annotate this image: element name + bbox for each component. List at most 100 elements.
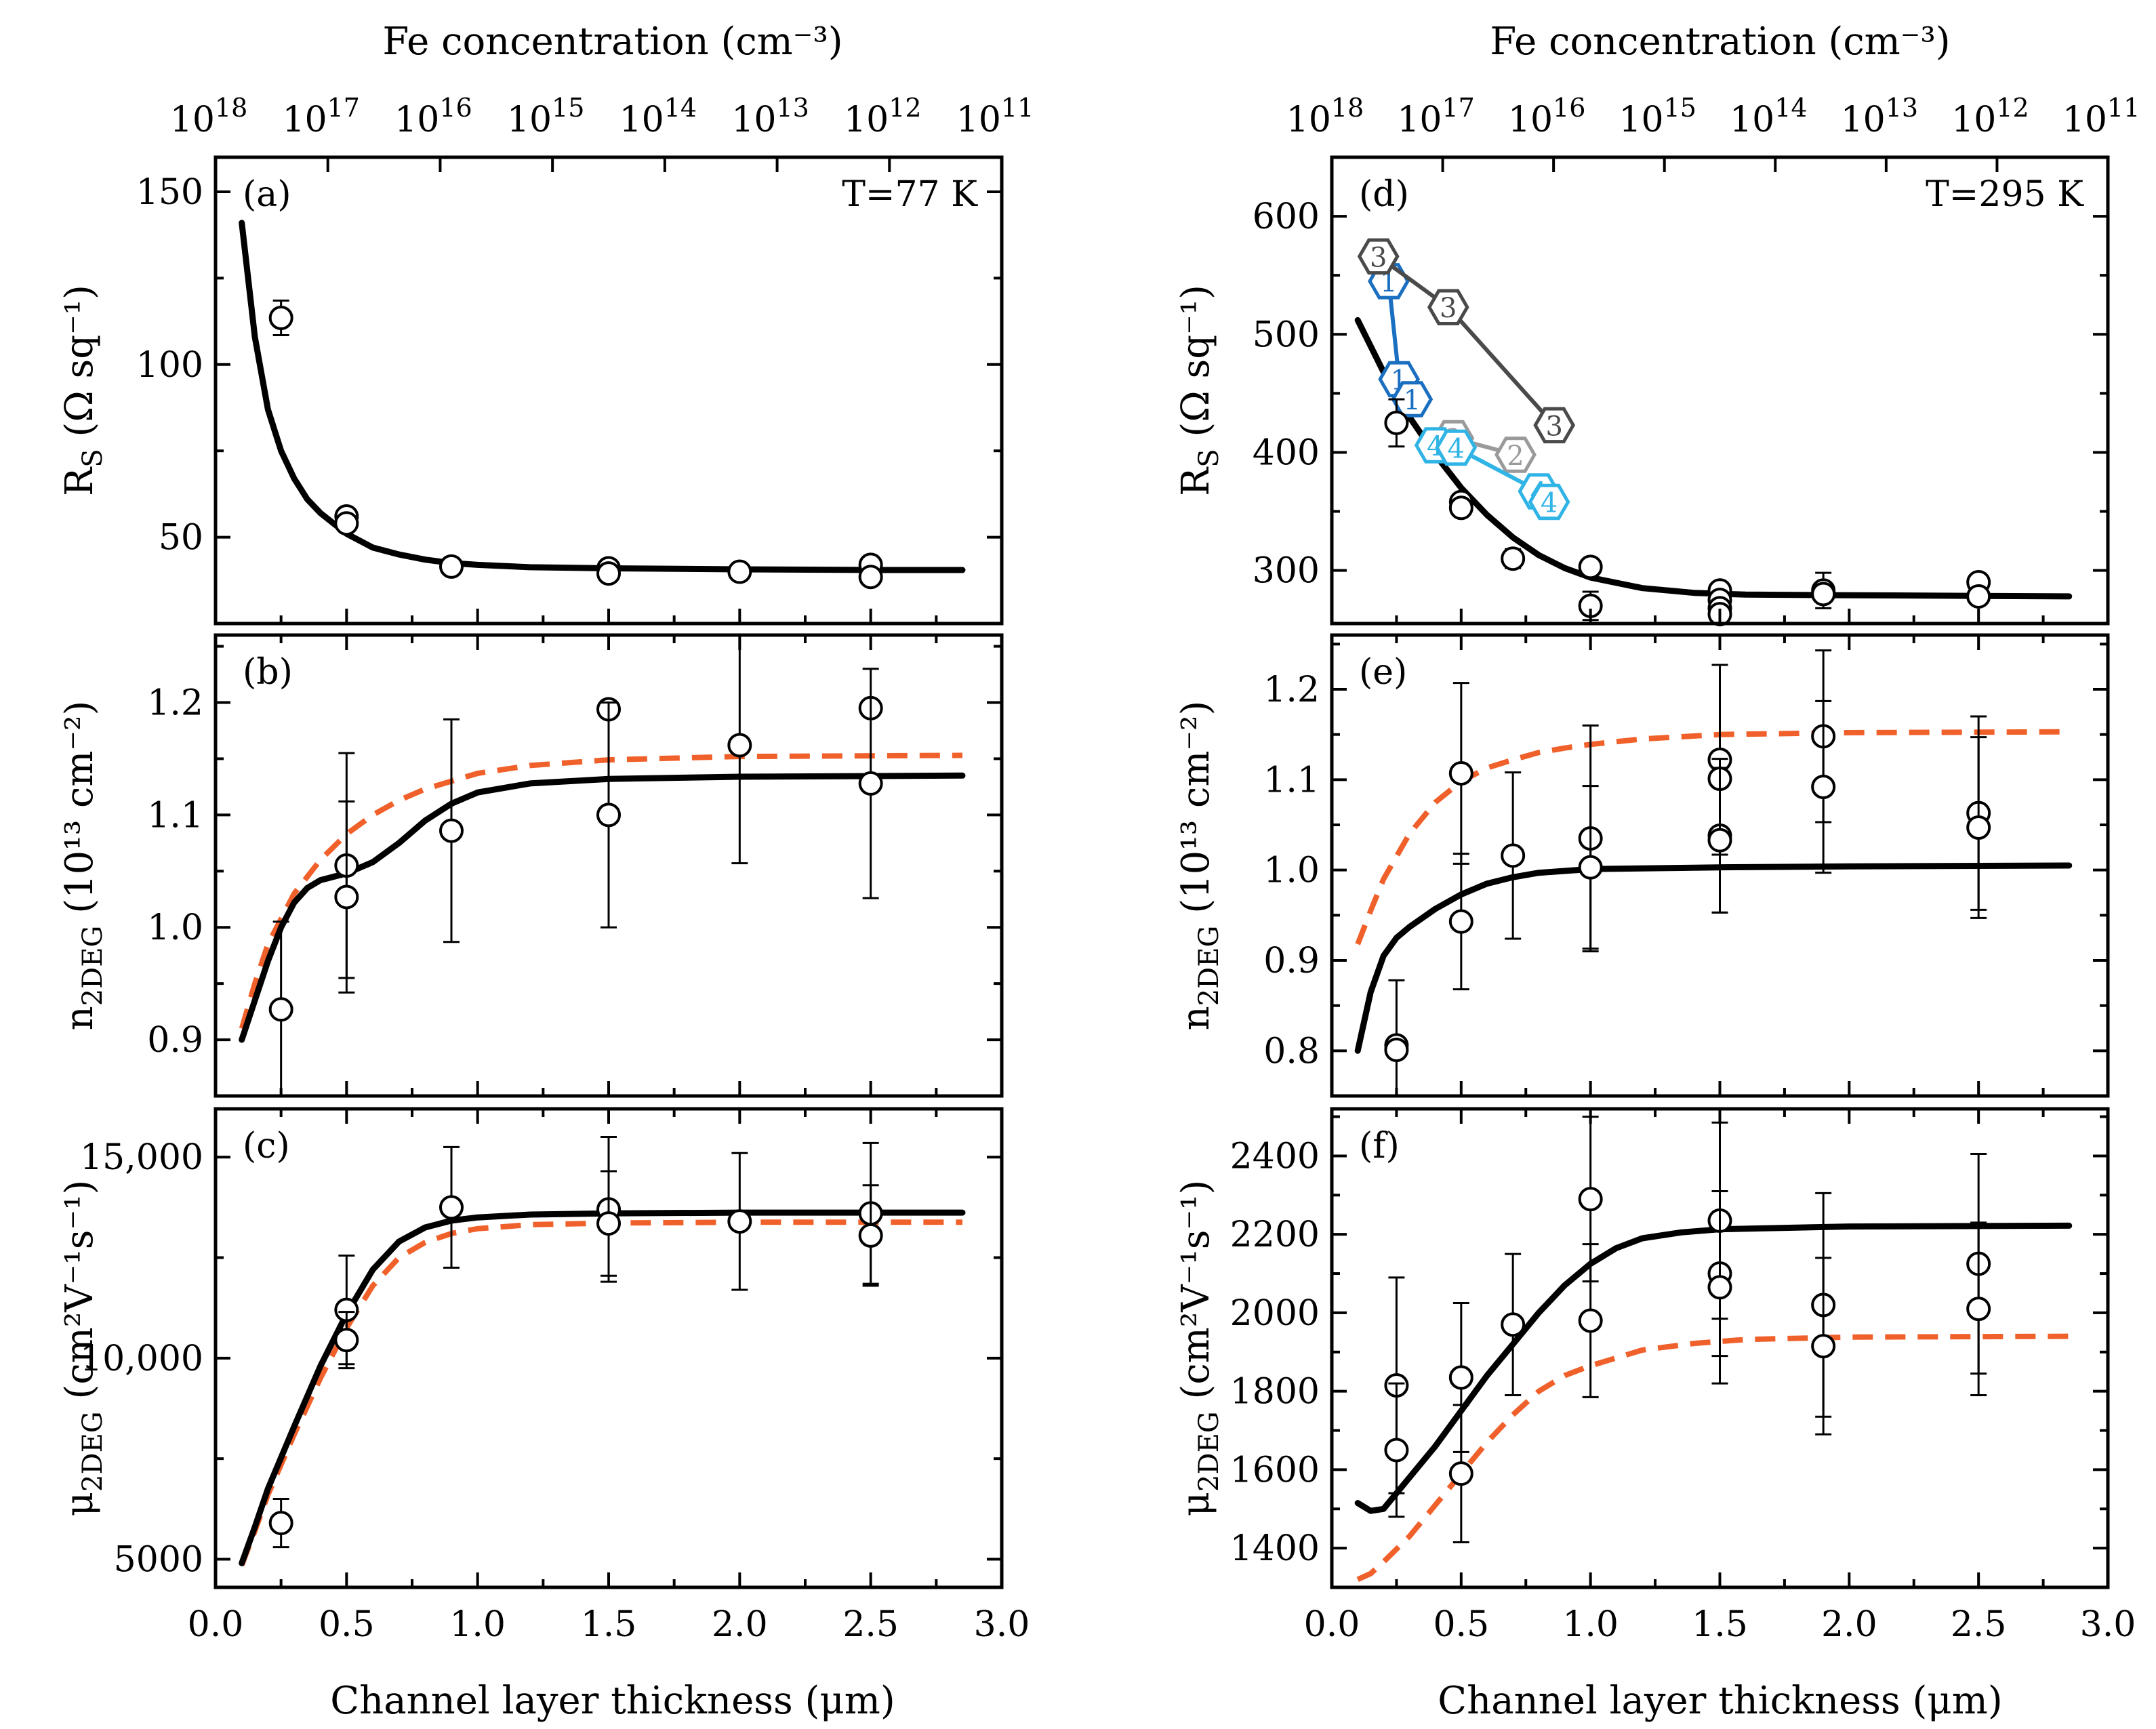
top-x-tick-label: 1012 [844,93,922,140]
data-point [1384,1038,1409,1062]
temperature-label: T=77 K [842,174,978,215]
panel-label: (a) [243,174,291,215]
data-point [1501,546,1526,571]
fit-solid-line [1354,1222,2073,1514]
data-point [1448,761,1473,786]
data-point [334,1328,359,1353]
sample-3-marker [1357,238,1400,275]
bottom-axis-title-right: Channel layer thickness (μm) [1438,1679,2002,1723]
data-point [439,554,464,579]
data-point [1811,1334,1836,1359]
y-tick-label: 10,000 [80,1339,203,1379]
data-point [268,997,293,1022]
plot-frame [1330,155,2110,626]
top-x-tick-label: 1011 [956,93,1034,140]
plot-frame [213,155,1004,626]
y-tick-label: 600 [1253,197,1320,237]
data-point [1811,582,1836,607]
panel-label: (f) [1359,1126,1400,1166]
y-axis-title: RS (Ω sq⁻¹) [1174,285,1225,496]
plot-area: 50 100 150 1018 1017 1016 1015 1014 1013 1012 1011… [58,93,2140,1645]
panel-label: (d) [1359,174,1409,215]
data-point [1578,855,1603,880]
y-tick-label: 1400 [1230,1528,1320,1569]
data-point [1448,1365,1473,1390]
y-tick-label: 2200 [1230,1215,1320,1255]
fit-dashed-line [239,1219,962,1566]
top-x-tick-label: 1011 [2062,93,2140,140]
data-point [439,818,464,843]
bottom-axis-title-left: Channel layer thickness (μm) [330,1679,895,1723]
data-point [1966,815,1991,840]
data-point [1448,909,1473,934]
data-point [1501,843,1526,868]
data-point [268,305,293,330]
sample-4-marker [1435,429,1478,466]
top-x-tick-label: 1017 [1397,93,1475,140]
y-tick-label: 400 [1253,432,1320,473]
x-tick-label: 0.0 [1304,1604,1360,1645]
y-tick-label: 1.1 [1263,760,1320,800]
sample-3-label: 3 [1370,242,1387,273]
data-point [1578,554,1603,579]
y-tick-label: 1.0 [147,908,203,948]
x-tick-label: 0.5 [1433,1604,1489,1645]
y-tick-label: 100 [136,345,203,386]
data-point [1966,1297,1991,1322]
y-tick-label: 0.9 [1263,941,1320,981]
panel-label: (b) [243,652,293,693]
fit-solid-line [239,1209,966,1566]
y-tick-label: 500 [1253,314,1320,355]
y-tick-label: 0.8 [1263,1031,1320,1072]
data-point [727,1209,752,1234]
data-point [1578,1187,1603,1212]
data-point [596,561,621,586]
y-axis-title: μ2DEG (cm²V⁻¹s⁻¹) [58,1180,108,1517]
data-point [858,1223,883,1248]
y-axis-title: n2DEG (10¹³ cm⁻²) [1174,701,1225,1031]
data-point [334,884,359,910]
data-point [1448,495,1473,521]
y-tick-label: 300 [1253,551,1320,592]
fit-dashed-line [239,752,963,1030]
data-point [1966,584,1991,609]
data-point [1448,1461,1473,1486]
data-point [727,733,752,758]
top-x-tick-label: 1012 [1951,93,2029,140]
top-axis-title-right: Fe concentration (cm⁻³) [1490,20,1950,64]
sample-1-label: 1 [1404,385,1421,416]
y-tick-label: 15,000 [80,1137,203,1178]
x-tick-label: 1.0 [449,1604,506,1645]
panel-a: 50 100 150 1018 1017 1016 1015 1014 1013 1012 1011… [58,93,1034,626]
data-point [1707,828,1732,853]
y-axis-title: μ2DEG (cm²V⁻¹s⁻¹) [1174,1180,1225,1517]
data-point [334,511,359,536]
top-x-tick-label: 1014 [1730,93,1808,140]
y-tick-label: 1.1 [147,795,203,836]
x-tick-label: 0.5 [319,1604,375,1645]
top-x-tick-label: 1015 [1619,93,1696,140]
sample-3-marker [1533,407,1576,444]
data-point [1707,1275,1732,1300]
top-axis-title: Fe concentration (cm⁻³) Fe concentration… [382,20,1950,64]
sample-3-marker [1427,289,1469,325]
data-point [858,771,883,796]
panel-label: (e) [1359,652,1407,693]
fit-dashed-line [1356,1333,2069,1583]
sample-3-label: 3 [1546,411,1563,442]
top-x-tick-label: 1013 [731,93,809,140]
sample-4-label: 4 [1447,433,1464,464]
sample-4-label: 4 [1541,488,1558,519]
y-tick-label: 1600 [1230,1450,1320,1490]
data-point [727,559,752,584]
top-x-tick-label: 1016 [1508,93,1586,140]
fit-dashed-line [1355,729,2069,945]
y-tick-label: 0.9 [147,1020,203,1061]
y-tick-label: 1800 [1230,1372,1320,1412]
panel-c: 5000 10,000 15,000 0.0 0.5 1.0 1.5 2.0 2.5 3.0 (c)… [58,1107,1030,1645]
data-point [596,802,621,828]
y-tick-label: 5000 [114,1539,203,1580]
x-tick-label: 3.0 [974,1604,1030,1645]
fit-solid-line [239,772,966,1043]
